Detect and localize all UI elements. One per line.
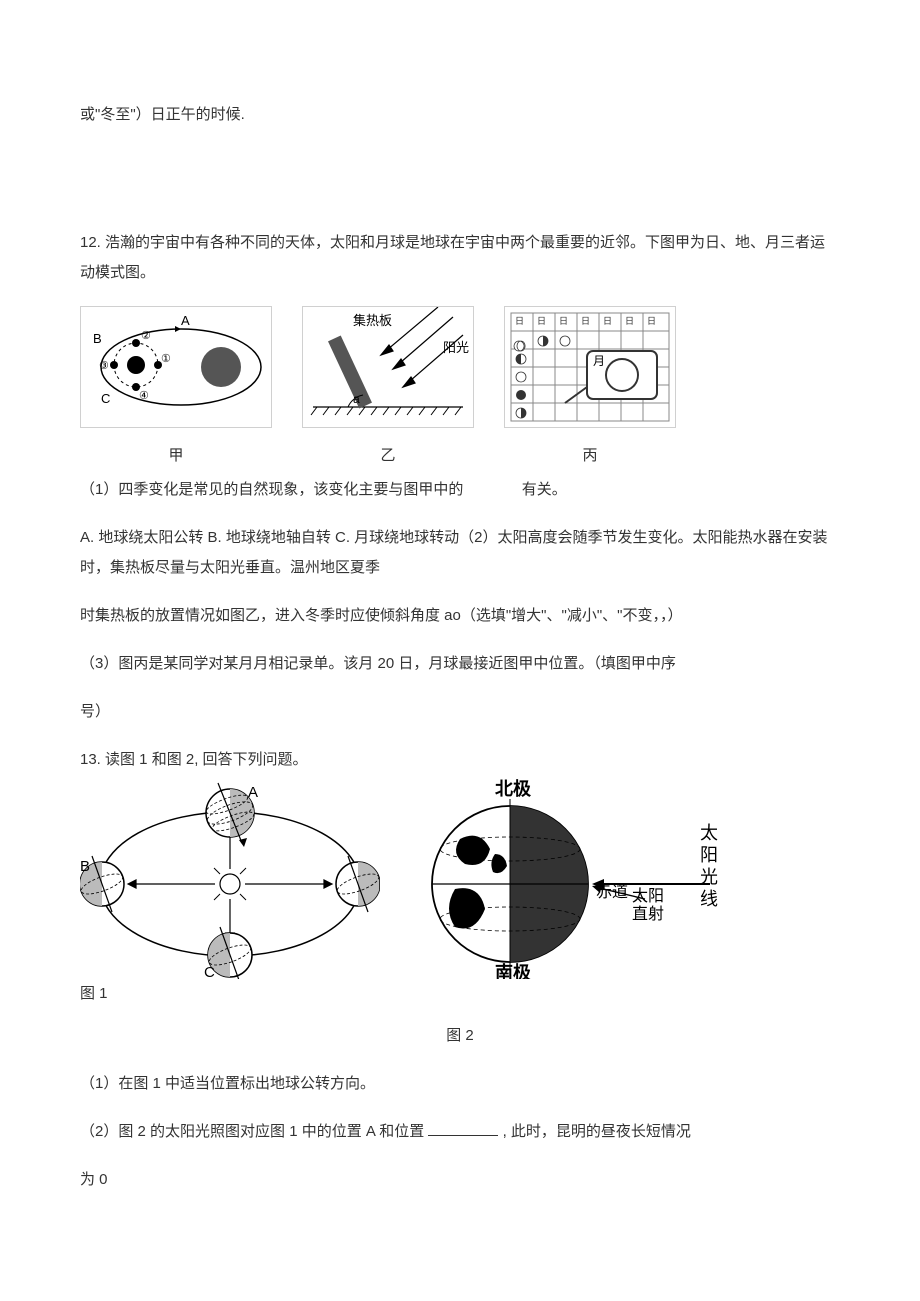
svg-text:直射: 直射	[632, 905, 664, 923]
figure-bing: 日日日 日日日日	[504, 306, 676, 471]
q13-p2-before: （2）图 2 的太阳光照图对应图 1 中的位置 A 和位置	[80, 1123, 424, 1140]
top-fragment: 或"冬至"）日正午的时候.	[80, 100, 840, 130]
svg-text:日: 日	[647, 316, 656, 326]
q12-p5: 号）	[80, 697, 840, 727]
q13-figures-row: A B C	[80, 779, 840, 979]
svg-text:线: 线	[700, 889, 718, 909]
figure-yi-svg: a 集热板 阳光	[302, 306, 474, 428]
svg-text:阳光: 阳光	[443, 340, 469, 355]
svg-text:B: B	[80, 858, 90, 875]
figure-bing-svg: 日日日 日日日日	[504, 306, 676, 428]
svg-text:日: 日	[625, 316, 634, 326]
svg-text:①: ①	[161, 353, 171, 365]
svg-text:日: 日	[559, 316, 568, 326]
q13-p1: （1）在图 1 中适当位置标出地球公转方向。	[80, 1069, 840, 1099]
svg-text:C: C	[101, 391, 110, 406]
svg-text:北极: 北极	[495, 779, 532, 799]
svg-text:④: ④	[139, 390, 149, 402]
q13-p2-after: , 此时，昆明的昼夜长短情况	[503, 1123, 691, 1140]
svg-text:月: 月	[593, 354, 605, 368]
svg-text:C: C	[204, 964, 215, 979]
figure-yi-caption: 乙	[302, 441, 474, 471]
svg-text:A: A	[248, 784, 258, 801]
q12-p2: A. 地球绕太阳公转 B. 地球绕地轴自转 C. 月球绕地球转动（2）太阳高度会…	[80, 523, 840, 583]
figure-jia-svg: A B C ① ② ③ ④	[80, 306, 272, 428]
figure-jia-caption: 甲	[80, 441, 272, 471]
document-page: 或"冬至"）日正午的时候. 12. 浩瀚的宇宙中有各种不同的天体，太阳和月球是地…	[0, 0, 920, 1273]
blank-underline	[428, 1120, 498, 1136]
figure-2-caption: 图 2	[80, 1021, 840, 1051]
q12-p1-before: （1）四季变化是常见的自然现象，该变化主要与图甲中的	[80, 481, 463, 498]
q13-intro: 13. 读图 1 和图 2, 回答下列问题。	[80, 745, 840, 775]
q12-p1-after: 有关。	[522, 481, 567, 498]
svg-text:太阳: 太阳	[632, 887, 664, 905]
svg-text:日: 日	[537, 316, 546, 326]
svg-text:太: 太	[700, 823, 718, 843]
figure-yi: a 集热板 阳光 乙	[302, 306, 474, 471]
svg-text:A: A	[181, 313, 190, 328]
q13-p3: 为 0	[80, 1165, 840, 1195]
svg-text:②: ②	[141, 330, 151, 342]
q12-figures-row: A B C ① ② ③ ④ 甲	[80, 306, 840, 471]
q12-p3: 时集热板的放置情况如图乙，进入冬季时应使倾斜角度 ao（选填"增大"、"减小"、…	[80, 601, 840, 631]
svg-text:阳: 阳	[700, 845, 718, 865]
svg-text:光: 光	[700, 867, 718, 887]
svg-text:日: 日	[603, 316, 612, 326]
figure-1: A B C	[80, 779, 380, 979]
svg-text:B: B	[93, 331, 102, 346]
q12-p1: （1）四季变化是常见的自然现象，该变化主要与图甲中的 有关。	[80, 475, 840, 505]
svg-text:日: 日	[581, 316, 590, 326]
figure-bing-caption: 丙	[504, 441, 676, 471]
figure-1-caption: 图 1	[80, 979, 840, 1009]
figure-2: 北极 南极 赤道 太阳 直射 太 阳 光 线	[400, 779, 720, 979]
figure-jia: A B C ① ② ③ ④ 甲	[80, 306, 272, 471]
q12-p4: （3）图丙是某同学对某月月相记录单。该月 20 日，月球最接近图甲中位置。（填图…	[80, 649, 840, 679]
spacer	[80, 148, 840, 228]
q13-p2: （2）图 2 的太阳光照图对应图 1 中的位置 A 和位置 , 此时，昆明的昼夜…	[80, 1117, 840, 1147]
svg-text:日: 日	[515, 316, 524, 326]
q12-intro: 12. 浩瀚的宇宙中有各种不同的天体，太阳和月球是地球在宇宙中两个最重要的近邻。…	[80, 228, 840, 288]
svg-text:赤道: 赤道	[596, 883, 628, 901]
svg-text:③: ③	[99, 360, 109, 372]
svg-text:集热板: 集热板	[353, 313, 392, 328]
svg-text:南极: 南极	[495, 962, 532, 979]
svg-text:D: D	[378, 876, 380, 893]
svg-text:a: a	[353, 392, 360, 406]
